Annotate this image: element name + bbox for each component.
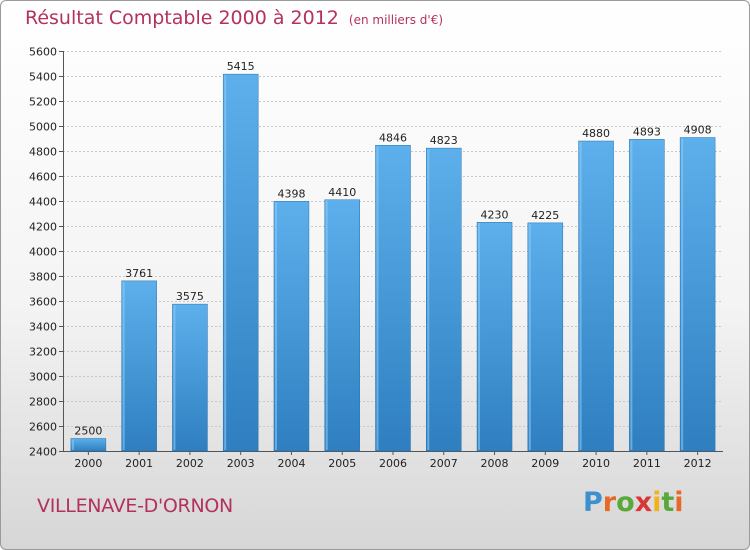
x-tick-label: 2004 [277, 457, 305, 470]
data-label: 4846 [379, 131, 407, 144]
y-tick-label: 5000 [29, 121, 57, 134]
bar-highlight [427, 149, 430, 450]
y-tick-label: 4200 [29, 221, 57, 234]
bar-highlight [528, 223, 531, 450]
bar [324, 199, 360, 452]
x-tick-label: 2002 [176, 457, 204, 470]
y-tick-label: 2800 [29, 396, 57, 409]
logo-letter: i [674, 487, 684, 518]
y-tick-label: 2600 [29, 421, 57, 434]
bar-highlight [274, 202, 277, 450]
logo-letter: i [652, 487, 662, 518]
proxiti-logo: Proxiti [583, 487, 684, 518]
bar-highlight [224, 75, 227, 450]
bar [273, 201, 310, 452]
location-name: VILLENAVE-D'ORNON [37, 495, 233, 517]
x-tick-label: 2001 [125, 457, 153, 470]
y-tick-label: 3800 [29, 271, 57, 284]
bar-highlight [71, 439, 74, 450]
y-tick-label: 5400 [29, 71, 57, 84]
bar [629, 139, 665, 452]
bar [527, 222, 564, 452]
bar [70, 438, 107, 452]
logo-letter: P [583, 487, 603, 518]
y-tick-label: 3400 [29, 321, 57, 334]
y-tick-label: 4400 [29, 196, 57, 209]
bar-highlight [122, 281, 125, 450]
data-label: 4410 [328, 186, 356, 199]
y-tick-label: 3600 [29, 296, 57, 309]
data-label: 2500 [74, 425, 102, 438]
y-tick-label: 4800 [29, 146, 57, 159]
bar [121, 280, 157, 452]
data-label: 4398 [277, 187, 305, 200]
bar-highlight [579, 142, 582, 450]
bar [476, 222, 513, 452]
data-label: 5415 [227, 60, 255, 73]
x-tick-label: 2009 [531, 457, 559, 470]
y-tick-label: 3000 [29, 371, 57, 384]
bar [375, 145, 411, 452]
bar-highlight [681, 138, 684, 450]
logo-letter: t [661, 487, 675, 518]
bar-highlight [325, 200, 328, 450]
data-label: 4230 [481, 208, 509, 221]
data-label: 3761 [125, 267, 153, 280]
bar-highlight [376, 146, 379, 450]
logo-letter: r [602, 487, 617, 518]
bars [70, 73, 716, 452]
bar [578, 140, 614, 452]
x-tick-label: 2005 [328, 457, 356, 470]
bar [172, 303, 208, 452]
bar-highlight [630, 140, 633, 450]
x-tick-label: 2003 [227, 457, 255, 470]
data-label: 4893 [633, 125, 661, 138]
chart-title: Résultat Comptable 2000 à 2012 (en millie… [25, 7, 443, 29]
chart-subtitle: (en milliers d'€) [348, 13, 444, 27]
bar [222, 73, 259, 452]
bar-highlight [478, 223, 481, 450]
data-label: 3575 [176, 290, 204, 303]
y-tick-label: 5600 [29, 46, 57, 59]
x-tick-label: 2007 [430, 457, 458, 470]
data-label: 4823 [430, 134, 458, 147]
x-tick-label: 2008 [481, 457, 509, 470]
y-tick-label: 4600 [29, 171, 57, 184]
x-tick-label: 2000 [74, 457, 102, 470]
y-tick-label: 3200 [29, 346, 57, 359]
x-tick-label: 2010 [582, 457, 610, 470]
x-tick-label: 2011 [633, 457, 661, 470]
y-tick-label: 5200 [29, 96, 57, 109]
logo-letter: x [634, 487, 653, 518]
logo-letter: o [616, 487, 635, 518]
bar [426, 147, 462, 452]
bar [679, 137, 716, 452]
data-label: 4225 [531, 209, 559, 222]
bar-highlight [173, 305, 176, 450]
x-tick-label: 2006 [379, 457, 407, 470]
chart-title-text: Résultat Comptable 2000 à 2012 [25, 7, 339, 29]
y-tick-label: 2400 [29, 446, 57, 459]
x-tick-label: 2012 [684, 457, 712, 470]
y-tick-label: 4000 [29, 246, 57, 259]
labels: 2400 2600 2800 3000 3200 3400 3600 3800 4000 4200… [29, 46, 712, 471]
data-label: 4880 [582, 127, 610, 140]
data-label: 4908 [684, 124, 712, 137]
